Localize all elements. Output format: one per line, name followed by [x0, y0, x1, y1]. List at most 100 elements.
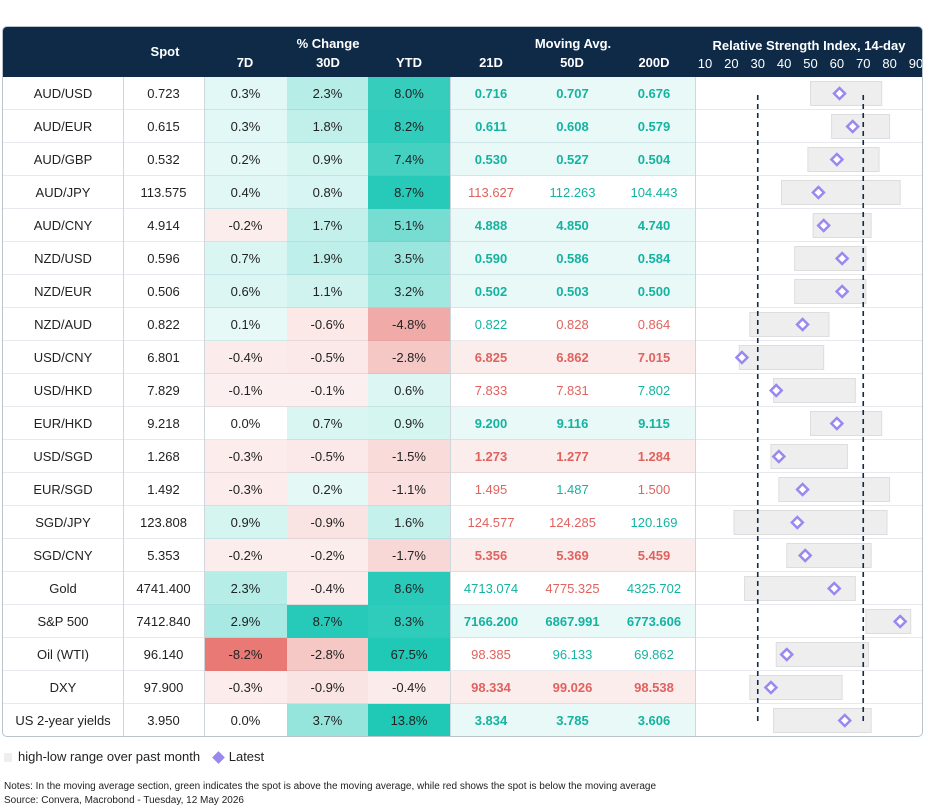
ma-21d: 0.502 — [450, 275, 532, 308]
divider — [695, 77, 696, 736]
table-row: EUR/SGD 1.492 -0.3% 0.2% -1.1% 1.495 1.487 1.50… — [3, 473, 922, 506]
instrument-name: NZD/USD — [34, 251, 92, 266]
change-30d: 1.8% — [287, 110, 368, 143]
change-ytd: 3.5% — [368, 242, 450, 275]
col-200d-header: 200D — [638, 55, 670, 70]
ma-50d: 0.707 — [532, 77, 613, 110]
moving-avg-header: Moving Avg. — [534, 36, 612, 51]
change-30d: -0.1% — [287, 374, 368, 407]
change-30d: 0.8% — [287, 176, 368, 209]
legend: high-low range over past month Latest — [4, 749, 264, 764]
instrument-name: SGD/JPY — [35, 515, 91, 530]
ma-50d: 5.369 — [532, 539, 613, 572]
ma-50d: 0.503 — [532, 275, 613, 308]
change-ytd: 67.5% — [368, 638, 450, 671]
col-7d-header: 7D — [236, 55, 254, 70]
change-30d: 1.7% — [287, 209, 368, 242]
change-ytd: 3.2% — [368, 275, 450, 308]
change-7d: 0.9% — [204, 506, 287, 539]
rsi-tick-label: 90 — [908, 56, 923, 71]
col-ytd-header: YTD — [396, 55, 422, 70]
latest-diamond-icon — [211, 751, 225, 764]
rsi-latest-marker — [763, 680, 779, 695]
instrument-name: USD/HKD — [33, 383, 93, 398]
ma-50d: 0.527 — [532, 143, 613, 176]
instrument-name: NZD/EUR — [34, 284, 92, 299]
rsi-latest-marker — [811, 185, 826, 200]
change-30d: -0.5% — [287, 440, 368, 473]
rsi-latest-marker — [892, 614, 908, 629]
ma-50d: 4775.325 — [545, 581, 600, 596]
rsi-latest-marker — [845, 119, 860, 134]
instrument-name: Gold — [49, 581, 77, 596]
ma-21d: 1.495 — [474, 482, 508, 497]
instrument-name: AUD/JPY — [35, 185, 91, 200]
change-ytd: 8.3% — [368, 605, 450, 638]
divider — [204, 77, 205, 736]
change-7d: 0.4% — [204, 176, 287, 209]
instrument-name: EUR/SGD — [33, 482, 93, 497]
rsi-title: Relative Strength Index, 14-day — [712, 38, 906, 53]
spot-header: Spot — [150, 44, 180, 59]
ma-21d: 124.577 — [467, 515, 515, 530]
rsi-latest-marker — [832, 86, 847, 101]
change-ytd: 1.6% — [368, 506, 450, 539]
ma-50d: 6867.991 — [532, 605, 613, 638]
ma-200d: 0.676 — [613, 77, 695, 110]
change-7d: -0.2% — [204, 539, 287, 572]
rsi-range-bar — [773, 708, 872, 733]
instrument-name: AUD/EUR — [33, 119, 93, 134]
instrument-name: Oil (WTI) — [37, 647, 89, 662]
spot-value: 0.596 — [147, 251, 180, 266]
change-ytd: -4.8% — [368, 308, 450, 341]
ma-200d: 1.500 — [637, 482, 671, 497]
change-7d: 0.0% — [230, 713, 261, 728]
change-7d: 0.3% — [204, 110, 287, 143]
rsi-range-bar — [773, 378, 856, 403]
change-ytd: -2.8% — [368, 341, 450, 374]
ma-200d: 9.115 — [613, 407, 695, 440]
ma-200d: 104.443 — [630, 185, 678, 200]
change-7d: 0.3% — [204, 77, 287, 110]
rsi-latest-marker — [734, 350, 750, 365]
ma-21d: 98.334 — [450, 671, 532, 704]
rsi-range-bar — [780, 180, 901, 205]
spot-value: 0.506 — [147, 284, 180, 299]
col-30d-header: 30D — [316, 55, 340, 70]
ma-200d: 7.015 — [613, 341, 695, 374]
change-30d: 0.2% — [287, 473, 368, 506]
change-30d: 0.9% — [287, 143, 368, 176]
ma-21d: 98.385 — [471, 647, 511, 662]
spot-value: 1.492 — [147, 482, 180, 497]
rsi-latest-marker — [826, 581, 842, 596]
change-ytd: -1.1% — [368, 473, 450, 506]
table-row: SGD/CNY 5.353 -0.2% -0.2% -1.7% 5.356 5.369 5.4… — [3, 539, 922, 572]
change-ytd: 8.2% — [368, 110, 450, 143]
rsi-latest-marker — [829, 152, 845, 167]
table-row: AUD/GBP 0.532 0.2% 0.9% 7.4% 0.530 0.527 0.504 — [3, 143, 922, 176]
change-ytd: 7.4% — [368, 143, 450, 176]
table-row: AUD/JPY 113.575 0.4% 0.8% 8.7% 113.627 112.263… — [3, 176, 922, 209]
source-text: Source: Convera, Macrobond - Tuesday, 12… — [4, 795, 244, 806]
ma-21d: 113.627 — [467, 185, 515, 200]
change-30d: -0.2% — [287, 539, 368, 572]
ma-21d: 0.716 — [450, 77, 532, 110]
spot-value: 3.950 — [147, 713, 180, 728]
rsi-latest-marker — [779, 647, 795, 662]
ma-21d: 6.825 — [450, 341, 532, 374]
spot-value: 0.822 — [147, 317, 180, 332]
pct-change-header: % Change — [296, 36, 360, 51]
ma-50d: 0.828 — [556, 317, 589, 332]
change-ytd: 8.6% — [368, 572, 450, 605]
ma-21d: 0.611 — [450, 110, 532, 143]
ma-21d: 5.356 — [450, 539, 532, 572]
divider — [450, 77, 451, 736]
rsi-latest-marker — [768, 383, 784, 398]
change-7d: 0.7% — [204, 242, 287, 275]
rsi-range-bar — [810, 411, 883, 436]
change-30d: 2.3% — [287, 77, 368, 110]
instrument-name: NZD/AUD — [34, 317, 92, 332]
change-30d: 3.7% — [287, 704, 368, 736]
ma-21d: 7.833 — [474, 383, 508, 398]
table-row: DXY 97.900 -0.3% -0.9% -0.4% 98.334 99.026 98.5… — [3, 671, 922, 704]
